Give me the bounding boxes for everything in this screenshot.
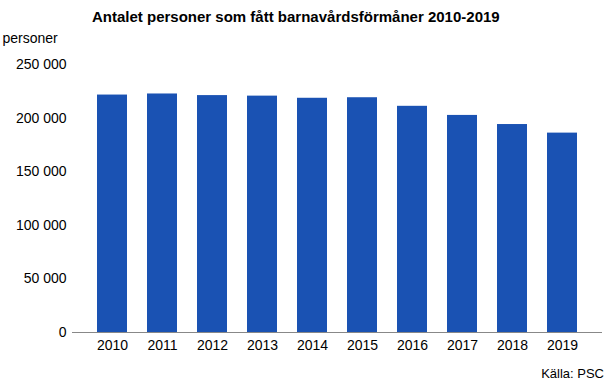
svg-text:50 000: 50 000 bbox=[24, 270, 67, 286]
svg-text:2016: 2016 bbox=[397, 337, 428, 353]
svg-text:100 000: 100 000 bbox=[16, 217, 67, 233]
svg-text:2013: 2013 bbox=[247, 337, 278, 353]
svg-text:250 000: 250 000 bbox=[16, 56, 67, 72]
svg-text:2012: 2012 bbox=[197, 337, 228, 353]
svg-text:2019: 2019 bbox=[547, 337, 578, 353]
svg-text:2018: 2018 bbox=[497, 337, 528, 353]
svg-text:personer: personer bbox=[3, 30, 59, 46]
svg-text:2017: 2017 bbox=[447, 337, 478, 353]
svg-text:2014: 2014 bbox=[297, 337, 328, 353]
svg-text:150 000: 150 000 bbox=[16, 163, 67, 179]
svg-text:0: 0 bbox=[59, 324, 67, 340]
svg-text:2010: 2010 bbox=[97, 337, 128, 353]
svg-text:200 000: 200 000 bbox=[16, 110, 67, 126]
svg-text:2011: 2011 bbox=[147, 337, 177, 353]
svg-text:2015: 2015 bbox=[347, 337, 378, 353]
html-text:Källa: PSC: Källa: PSC bbox=[541, 366, 604, 381]
html-text:Antalet personer som fått barn: Antalet personer som fått barnavårdsförm… bbox=[92, 8, 500, 25]
